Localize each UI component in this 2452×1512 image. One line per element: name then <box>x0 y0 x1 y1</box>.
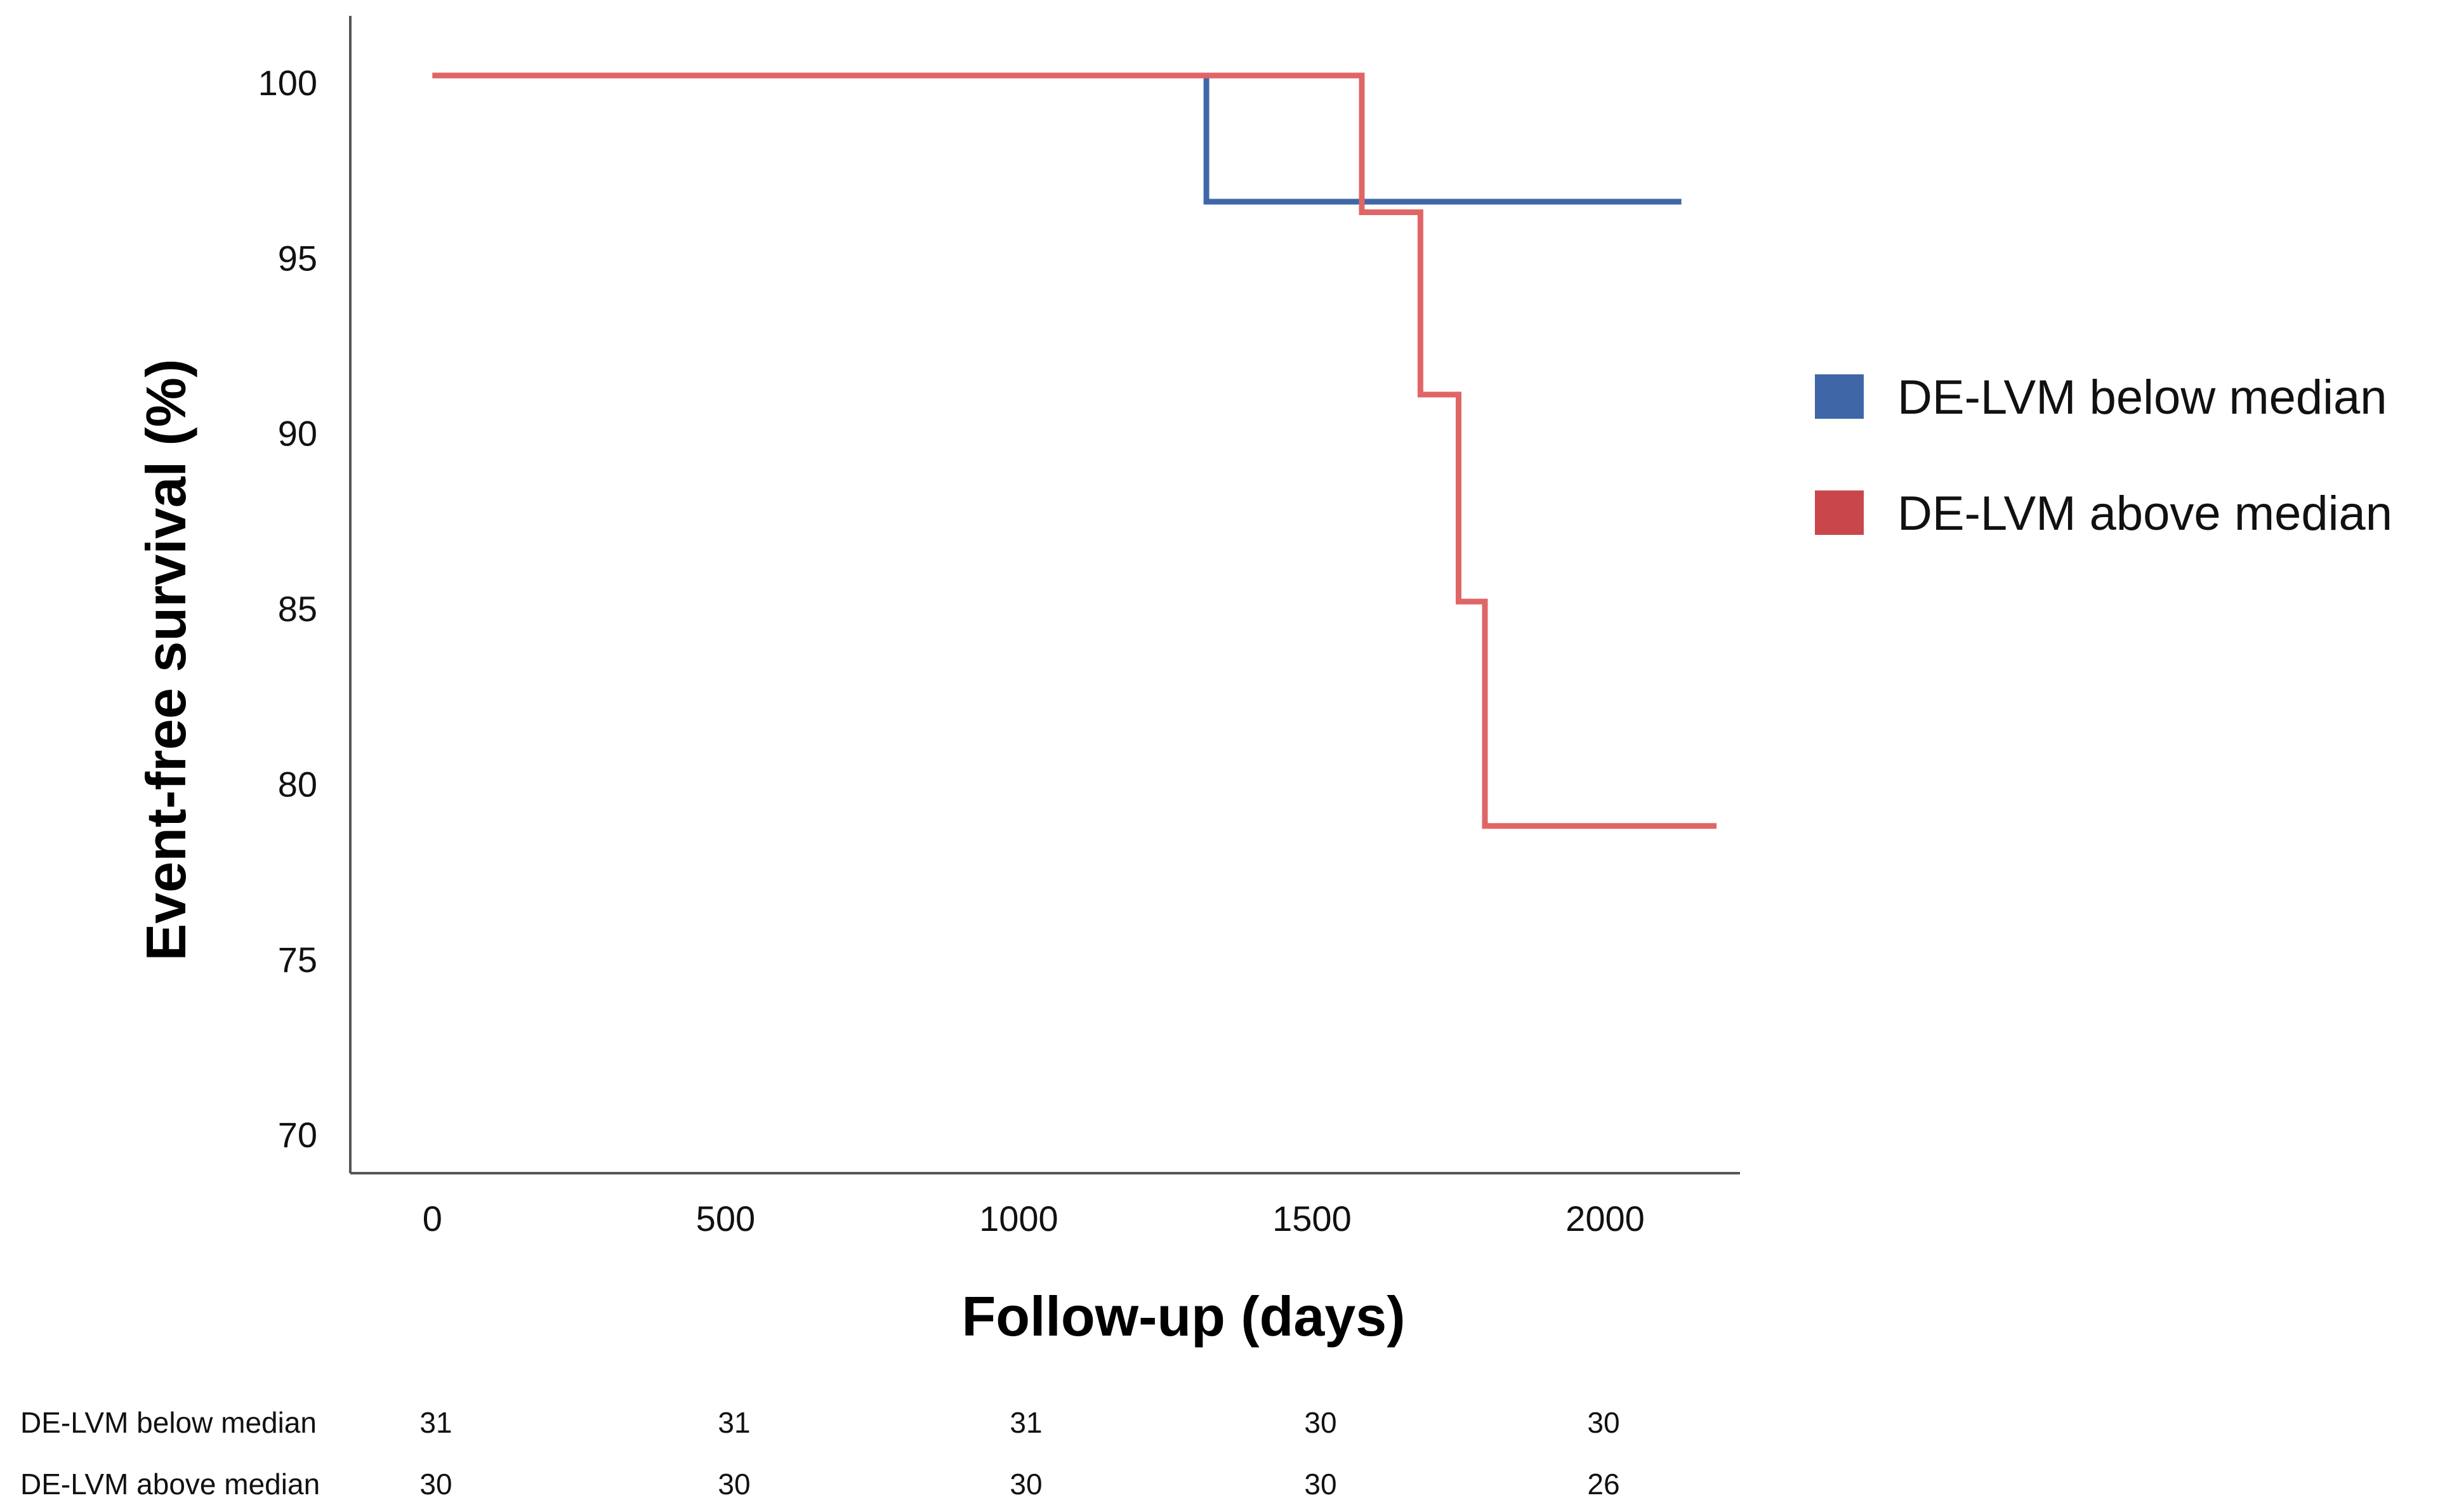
y-axis-title: Event-free survival (%) <box>135 359 197 961</box>
risk-count: 30 <box>419 1468 452 1501</box>
risk-row-label: DE-LVM above median <box>20 1468 320 1501</box>
x-tick-label: 1000 <box>979 1199 1058 1239</box>
x-tick-label: 2000 <box>1565 1199 1645 1239</box>
y-tick-label: 70 <box>278 1115 317 1155</box>
risk-table: DE-LVM below median 31 31 31 30 30 DE-LVM abov… <box>20 1406 1620 1501</box>
risk-count: 30 <box>718 1468 750 1501</box>
y-tick-label: 85 <box>278 589 317 629</box>
legend-label-above-median: DE-LVM above median <box>1897 487 2392 541</box>
axis-titles: Event-free survival (%) Follow-up (days) <box>135 359 1406 1348</box>
x-tick-label: 500 <box>696 1199 755 1239</box>
legend-swatch-below-median <box>1815 374 1864 419</box>
risk-count: 31 <box>718 1406 750 1439</box>
axes <box>349 16 1740 1174</box>
y-tick-label: 80 <box>278 764 317 804</box>
risk-count: 30 <box>1304 1468 1336 1501</box>
risk-count: 26 <box>1587 1468 1619 1501</box>
x-tick-label: 0 <box>423 1199 442 1239</box>
series-lines <box>432 72 1717 829</box>
risk-count: 30 <box>1304 1406 1336 1439</box>
series-line-below-median <box>432 72 1682 205</box>
y-tick-label: 75 <box>278 940 317 980</box>
x-tick-label: 1500 <box>1272 1199 1352 1239</box>
y-tick-label: 90 <box>278 414 317 454</box>
legend: DE-LVM below median DE-LVM above median <box>1815 371 2392 541</box>
legend-swatch-above-median <box>1815 490 1864 535</box>
risk-count: 31 <box>419 1406 452 1439</box>
y-tick-label: 100 <box>258 63 317 103</box>
risk-row-label: DE-LVM below median <box>20 1406 317 1439</box>
series-line-above-median <box>432 72 1717 829</box>
risk-count: 31 <box>1010 1406 1042 1439</box>
x-axis-title: Follow-up (days) <box>961 1285 1405 1348</box>
risk-count: 30 <box>1010 1468 1042 1501</box>
risk-count: 30 <box>1587 1406 1619 1439</box>
y-tick-label: 95 <box>278 238 317 278</box>
legend-label-below-median: DE-LVM below median <box>1897 371 2387 424</box>
